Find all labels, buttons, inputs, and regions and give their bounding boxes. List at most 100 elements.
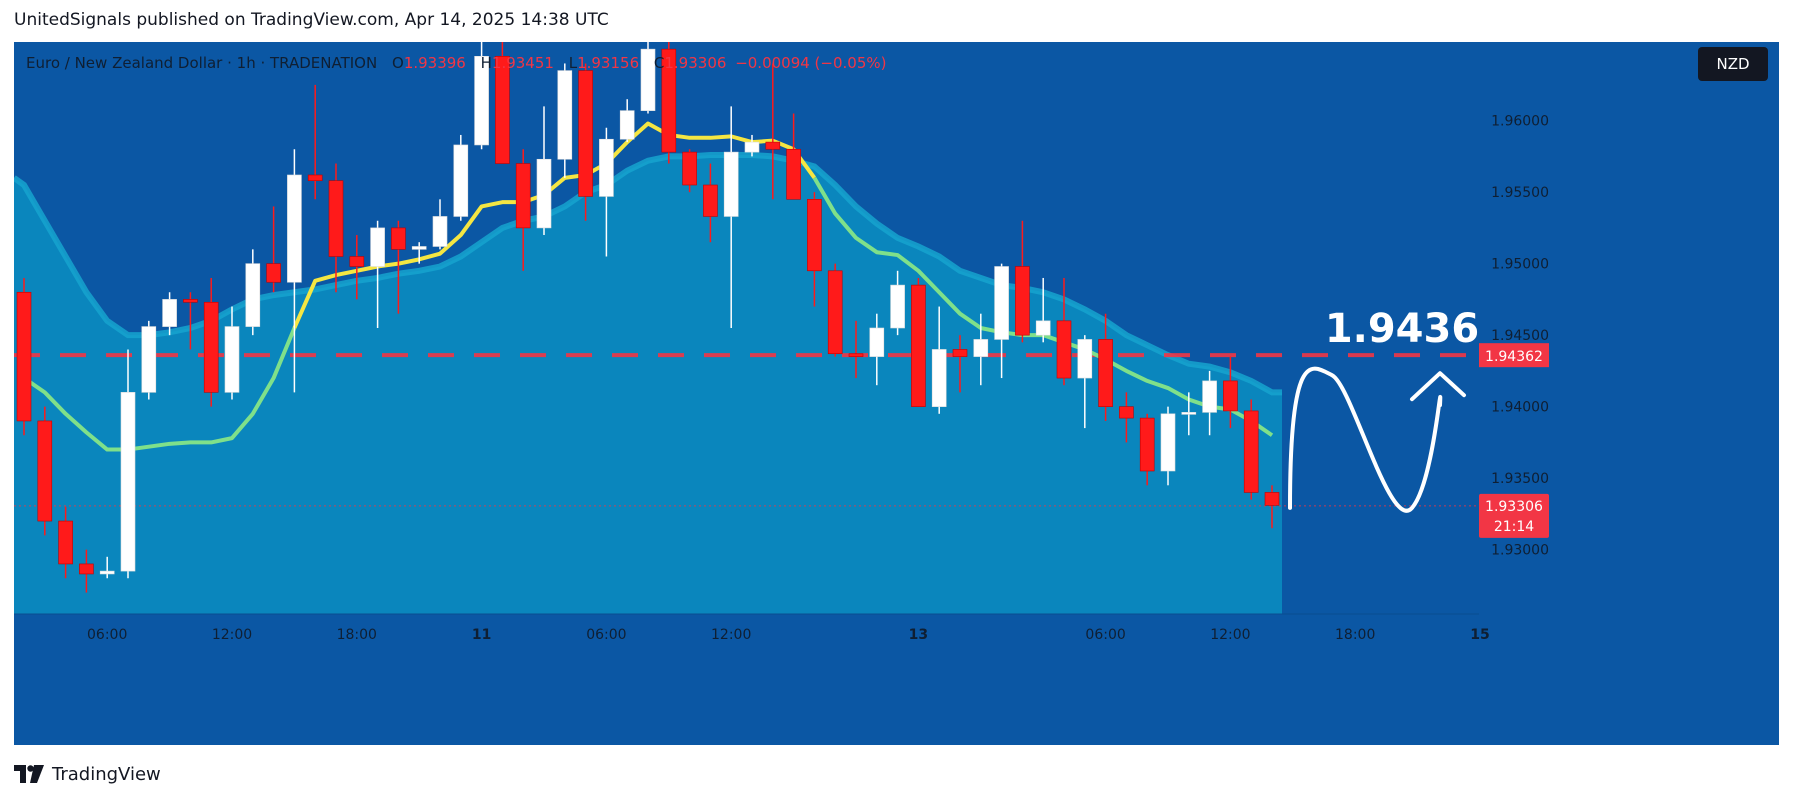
- bear-candle-body: [58, 520, 73, 565]
- candle: [58, 506, 73, 579]
- time-axis[interactable]: 06:00 12:00 18:00 11 06:00 12:00 13 06:00 12:00 1…: [14, 613, 1779, 745]
- bear-candle-body: [952, 349, 968, 357]
- time-tick-label: 18:00: [337, 627, 377, 643]
- candle: [1181, 392, 1197, 436]
- bear-candle-body: [349, 256, 365, 267]
- bear-candle-body: [391, 227, 406, 250]
- candle: [328, 163, 344, 293]
- bull-candle-body: [994, 266, 1009, 340]
- bull-candle-body: [287, 174, 302, 283]
- candle: [640, 42, 656, 114]
- candle: [1264, 485, 1280, 529]
- candle: [1119, 392, 1134, 443]
- bull-candle-body: [1160, 413, 1176, 472]
- candle: [599, 127, 614, 257]
- open-label: O: [392, 54, 404, 72]
- bear-candle-body: [328, 180, 344, 257]
- time-tick-label: 18:00: [1335, 627, 1375, 643]
- bear-candle-body: [1264, 492, 1280, 506]
- bull-candle-body: [224, 326, 240, 393]
- tradingview-brand: TradingView: [52, 763, 161, 785]
- bear-candle-body: [1098, 339, 1113, 407]
- currency-badge[interactable]: NZD: [1698, 47, 1768, 81]
- candle: [37, 406, 53, 536]
- bull-candle-body: [599, 138, 614, 197]
- bear-candle-body: [37, 420, 53, 522]
- candle: [203, 277, 219, 407]
- candle: [869, 313, 885, 386]
- bull-candle-body: [536, 158, 552, 229]
- price-tick-label: 1.94000: [1491, 400, 1549, 416]
- bear-candle-body: [79, 563, 94, 575]
- countdown-timer: 21:14: [1494, 519, 1534, 535]
- bear-candle-body: [1223, 380, 1238, 412]
- candle: [1015, 220, 1030, 343]
- candle: [536, 106, 552, 236]
- time-tick-label: 13: [909, 627, 928, 643]
- tradingview-logo[interactable]: TradingView: [14, 760, 161, 788]
- bear-candle-body: [578, 70, 593, 197]
- bear-candle-body: [495, 56, 510, 164]
- chart-legend: Euro / New Zealand Dollar · 1h · TRADENA…: [26, 54, 886, 72]
- candle: [994, 263, 1009, 379]
- bull-candle-body: [432, 216, 448, 247]
- bull-candle-body: [245, 263, 261, 327]
- annotation-layer: 1.9436: [1288, 306, 1479, 513]
- bear-candle-body: [1015, 266, 1030, 336]
- bull-candle-body: [1035, 320, 1051, 336]
- bull-candle-body: [869, 327, 885, 357]
- candle: [120, 349, 136, 579]
- candle: [931, 306, 947, 414]
- candle: [370, 220, 385, 328]
- bear-candle-body: [203, 301, 219, 393]
- bear-candle-body: [765, 141, 781, 150]
- candle: [1160, 406, 1176, 486]
- time-tick-label: 06:00: [1085, 627, 1125, 643]
- candle: [162, 292, 177, 336]
- price-chart[interactable]: 1.9436 1.93000 1.93500 1.94000 1.94500 1.950…: [14, 42, 1779, 745]
- low-value: 1.93156: [577, 54, 640, 72]
- bull-candle-body: [1202, 380, 1217, 413]
- bear-candle-body: [807, 199, 822, 272]
- candle: [952, 335, 968, 393]
- bear-candle-body: [183, 299, 198, 303]
- publish-header: UnitedSignals published on TradingView.c…: [14, 10, 609, 30]
- candle: [890, 270, 905, 336]
- bear-candle-body: [786, 148, 801, 200]
- bull-candle-body: [723, 151, 739, 217]
- candle: [349, 235, 365, 300]
- bear-candle-body: [703, 184, 718, 217]
- bull-candle-body: [744, 141, 760, 153]
- symbol-title[interactable]: Euro / New Zealand Dollar · 1h · TRADENA…: [26, 54, 378, 72]
- ema-line-early: [22, 327, 297, 452]
- candle: [1035, 277, 1051, 343]
- candle-layer: [16, 42, 1280, 593]
- candle: [432, 199, 448, 250]
- bull-candle-body: [931, 349, 947, 407]
- chart-frame[interactable]: 1.9436 1.93000 1.93500 1.94000 1.94500 1.950…: [14, 42, 1779, 745]
- candle: [744, 134, 760, 157]
- price-tick-label: 1.94500: [1491, 328, 1549, 344]
- candle: [1098, 313, 1113, 421]
- candle: [411, 242, 427, 264]
- candle: [848, 320, 864, 379]
- candle: [266, 206, 281, 293]
- candle: [765, 63, 781, 200]
- time-tick-label: 06:00: [586, 627, 626, 643]
- bull-candle-body: [99, 570, 115, 575]
- price-tick-label: 1.93000: [1491, 543, 1549, 559]
- time-tick-label: 15: [1470, 627, 1489, 643]
- open-value: 1.93396: [403, 54, 466, 72]
- bear-candle-body: [848, 353, 864, 357]
- low-label: L: [568, 54, 578, 72]
- bull-candle-body: [162, 299, 177, 327]
- bull-candle-body: [640, 48, 656, 111]
- bull-candle-body: [1077, 339, 1093, 379]
- candle: [661, 42, 677, 164]
- candle: [723, 106, 739, 328]
- bear-candle-body: [1139, 417, 1155, 472]
- bear-candle-body: [307, 174, 323, 182]
- time-axis-bg: [14, 614, 1779, 745]
- last-price-tag: 1.93306: [1485, 499, 1543, 515]
- level-layer: [14, 353, 1479, 507]
